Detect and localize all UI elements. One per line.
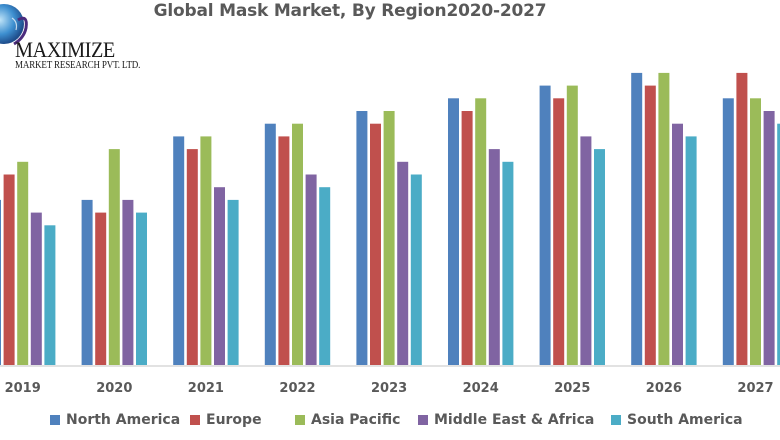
bar-chart: 2019 2020 2021 2022 2023 2024 2025 2026 2027 [0, 72, 780, 396]
bar-middle-east-africa-2025 [580, 136, 592, 365]
legend-item: Europe [190, 412, 262, 428]
bar-north-america-2026 [631, 72, 643, 366]
bar-north-america-2019 [0, 199, 1, 365]
bar-europe-2020 [95, 212, 107, 365]
bar-asia-pacific-2023 [383, 111, 395, 365]
bar-south-america-2023 [410, 174, 422, 365]
chart-legend: North America Europe Asia Pacific Middle Ea… [0, 412, 780, 432]
bar-europe-2023 [370, 123, 381, 365]
bar-south-america-2022 [319, 187, 331, 365]
bar-asia-pacific-2025 [566, 85, 578, 365]
bar-north-america-2022 [264, 123, 276, 365]
bar-europe-2021 [186, 149, 198, 365]
x-tick-label: 2024 [463, 381, 499, 396]
bar-south-america-2021 [227, 199, 239, 365]
legend-label: South America [627, 412, 743, 428]
bar-asia-pacific-2020 [108, 149, 120, 365]
legend-swatch [295, 415, 305, 425]
bar-middle-east-africa-2020 [122, 199, 134, 365]
legend-item: Middle East & Africa [418, 412, 594, 428]
x-tick-label: 2025 [554, 381, 590, 396]
bar-europe-2027 [736, 72, 748, 366]
bar-middle-east-africa-2021 [214, 187, 225, 365]
legend-item: South America [611, 412, 743, 428]
bar-north-america-2025 [539, 85, 551, 365]
bar-asia-pacific-2019 [17, 161, 29, 365]
bar-middle-east-africa-2022 [305, 174, 317, 365]
x-tick-label: 2021 [188, 381, 224, 396]
logo-subtitle: MARKET RESEARCH PVT. LTD. [15, 60, 141, 71]
legend-label: Europe [206, 412, 262, 428]
bar-asia-pacific-2027 [750, 98, 761, 366]
globe-icon [0, 4, 28, 46]
bar-south-america-2020 [136, 212, 147, 365]
legend-swatch [190, 415, 200, 425]
chart-title: Global Mask Market, By Region2020-2027 [153, 1, 547, 21]
bar-north-america-2027 [722, 98, 734, 366]
x-tick-label: 2022 [279, 381, 315, 396]
x-tick-label: 2027 [737, 381, 773, 396]
bar-south-america-2027 [777, 123, 780, 365]
legend-item: North America [50, 412, 180, 428]
company-logo: MAXIMIZE MARKET RESEARCH PVT. LTD. [0, 0, 170, 80]
x-tick-label: 2023 [371, 381, 407, 396]
x-tick-label: 2019 [5, 381, 41, 396]
bar-europe-2019 [3, 174, 15, 365]
bar-europe-2024 [461, 111, 473, 365]
bar-north-america-2020 [81, 199, 93, 365]
bars-layer [0, 72, 780, 366]
bar-north-america-2024 [448, 98, 459, 366]
bar-south-america-2024 [502, 161, 514, 365]
bar-middle-east-africa-2024 [488, 149, 500, 365]
legend-swatch [50, 415, 60, 425]
x-tick-label: 2020 [96, 381, 132, 396]
legend-label: Middle East & Africa [434, 412, 595, 428]
bar-europe-2026 [644, 85, 656, 365]
bar-south-america-2026 [685, 136, 697, 365]
bar-asia-pacific-2021 [200, 136, 212, 365]
x-tick-labels: 2019 2020 2021 2022 2023 2024 2025 2026 2027 [5, 381, 774, 396]
bar-asia-pacific-2024 [475, 98, 487, 366]
bar-asia-pacific-2026 [658, 72, 670, 366]
bar-europe-2025 [553, 98, 565, 366]
bar-asia-pacific-2022 [292, 123, 303, 365]
legend-swatch [611, 415, 621, 425]
bar-north-america-2023 [356, 111, 368, 365]
bar-middle-east-africa-2027 [763, 111, 775, 365]
bar-south-america-2025 [594, 149, 605, 365]
legend-item: Asia Pacific [295, 412, 400, 428]
legend-swatch [418, 415, 428, 425]
legend-label: Asia Pacific [311, 412, 401, 428]
bar-europe-2022 [278, 136, 290, 365]
legend-label: North America [66, 412, 181, 428]
bar-middle-east-africa-2026 [672, 123, 683, 365]
logo-brand: MAXIMIZE [15, 37, 115, 62]
bar-middle-east-africa-2023 [397, 161, 409, 365]
x-tick-label: 2026 [646, 381, 682, 396]
bar-north-america-2021 [173, 136, 185, 365]
bar-south-america-2019 [44, 225, 56, 365]
bar-middle-east-africa-2019 [30, 212, 42, 365]
